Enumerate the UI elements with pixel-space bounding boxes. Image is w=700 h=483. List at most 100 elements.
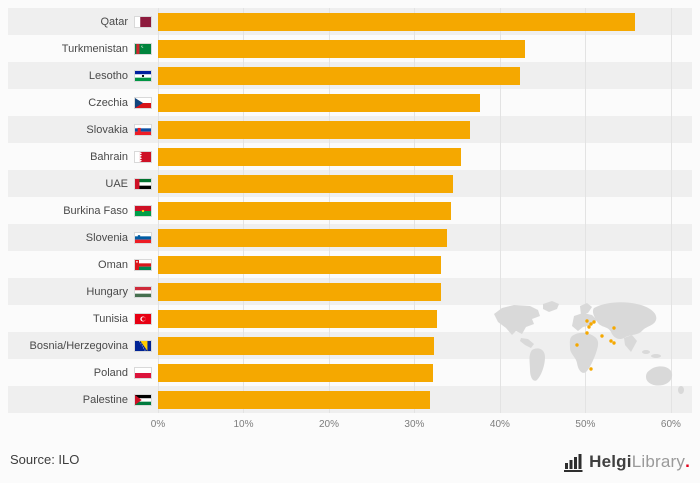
bar[interactable] bbox=[158, 228, 447, 247]
country-label: UAE bbox=[105, 177, 128, 190]
chart-row: Tunisia bbox=[8, 305, 692, 332]
bar-track bbox=[158, 89, 692, 116]
bar-track bbox=[158, 386, 692, 413]
bar-track bbox=[158, 8, 692, 35]
hungary-flag-icon bbox=[134, 285, 152, 298]
x-tick-label: 30% bbox=[404, 419, 425, 430]
x-tick-label: 50% bbox=[575, 419, 596, 430]
category-label-cell: Oman bbox=[8, 258, 158, 271]
lesotho-flag-icon bbox=[134, 69, 152, 82]
bar[interactable] bbox=[158, 390, 431, 409]
bar-track bbox=[158, 251, 692, 278]
slovakia-flag-icon bbox=[134, 123, 152, 136]
oman-flag-icon bbox=[134, 258, 152, 271]
bar[interactable] bbox=[158, 12, 636, 31]
category-label-cell: Tunisia bbox=[8, 312, 158, 325]
chart-row: Slovenia bbox=[8, 224, 692, 251]
bar[interactable] bbox=[158, 282, 441, 301]
category-label-cell: Bahrain bbox=[8, 150, 158, 163]
palestine-flag-icon bbox=[134, 393, 152, 406]
country-label: Slovakia bbox=[86, 123, 128, 136]
czechia-flag-icon bbox=[134, 96, 152, 109]
category-label-cell: Turkmenistan bbox=[8, 42, 158, 55]
chart-row: Czechia bbox=[8, 89, 692, 116]
bar-track bbox=[158, 224, 692, 251]
category-label-cell: Bosnia/Herzegovina bbox=[8, 339, 158, 352]
brand-name-light: Library bbox=[631, 452, 686, 471]
brand-name-bold: Helgi bbox=[589, 452, 632, 471]
brand-logo[interactable]: HelgiLibrary. bbox=[564, 452, 690, 472]
country-label: Lesotho bbox=[88, 69, 128, 82]
bar-track bbox=[158, 359, 692, 386]
bar[interactable] bbox=[158, 255, 442, 274]
chart-row: Slovakia bbox=[8, 116, 692, 143]
slovenia-flag-icon bbox=[134, 231, 152, 244]
bar[interactable] bbox=[158, 147, 462, 166]
country-label: Turkmenistan bbox=[61, 42, 128, 55]
category-label-cell: UAE bbox=[8, 177, 158, 190]
bar[interactable] bbox=[158, 39, 525, 58]
bar-track bbox=[158, 143, 692, 170]
x-tick-label: 20% bbox=[318, 419, 339, 430]
category-label-cell: Hungary bbox=[8, 285, 158, 298]
source-label: Source: ILO bbox=[10, 452, 80, 467]
brand-dot: . bbox=[685, 452, 690, 471]
x-axis: 0% 10% 20% 30% 40% 50% 60% bbox=[151, 416, 688, 436]
country-label: Slovenia bbox=[85, 231, 128, 244]
brand-name: HelgiLibrary. bbox=[589, 452, 690, 472]
country-label: Oman bbox=[98, 258, 128, 271]
category-label-cell: Poland bbox=[8, 366, 158, 379]
chart-row: Poland bbox=[8, 359, 692, 386]
bar-track bbox=[158, 35, 692, 62]
chart-row: Lesotho bbox=[8, 62, 692, 89]
bar[interactable] bbox=[158, 309, 438, 328]
category-label-cell: Qatar bbox=[8, 15, 158, 28]
country-label: Czechia bbox=[88, 96, 128, 109]
x-tick-label: 10% bbox=[233, 419, 254, 430]
bar[interactable] bbox=[158, 363, 433, 382]
category-label-cell: Burkina Faso bbox=[8, 204, 158, 217]
bar-track bbox=[158, 116, 692, 143]
bar[interactable] bbox=[158, 93, 481, 112]
bar[interactable] bbox=[158, 120, 470, 139]
tunisia-flag-icon bbox=[134, 312, 152, 325]
bar[interactable] bbox=[158, 174, 454, 193]
turkmenistan-flag-icon bbox=[134, 42, 152, 55]
bar[interactable] bbox=[158, 336, 435, 355]
bar-track bbox=[158, 170, 692, 197]
bosnia-herzegovina-flag-icon bbox=[134, 339, 152, 352]
bar-track bbox=[158, 278, 692, 305]
country-label: Poland bbox=[93, 366, 128, 379]
bar-track bbox=[158, 332, 692, 359]
chart-row: Oman bbox=[8, 251, 692, 278]
bahrain-flag-icon bbox=[134, 150, 152, 163]
chart-row: Bosnia/Herzegovina bbox=[8, 332, 692, 359]
x-tick-label: 40% bbox=[489, 419, 510, 430]
chart-rows: Qatar Turkmenistan Lesotho Czechia Slovakia B… bbox=[8, 8, 692, 413]
chart-row: Burkina Faso bbox=[8, 197, 692, 224]
qatar-flag-icon bbox=[134, 15, 152, 28]
chart-row: Bahrain bbox=[8, 143, 692, 170]
chart-row: Palestine bbox=[8, 386, 692, 413]
burkina-faso-flag-icon bbox=[134, 204, 152, 217]
country-label: Palestine bbox=[82, 393, 128, 406]
category-label-cell: Palestine bbox=[8, 393, 158, 406]
category-label-cell: Lesotho bbox=[8, 69, 158, 82]
bar[interactable] bbox=[158, 66, 520, 85]
chart-row: Turkmenistan bbox=[8, 35, 692, 62]
country-label: Tunisia bbox=[92, 312, 128, 325]
bar-track bbox=[158, 305, 692, 332]
bar-track bbox=[158, 197, 692, 224]
country-label: Burkina Faso bbox=[63, 204, 128, 217]
bar[interactable] bbox=[158, 201, 451, 220]
bar-chart: Qatar Turkmenistan Lesotho Czechia Slovakia B… bbox=[8, 8, 692, 436]
country-label: Bahrain bbox=[90, 150, 128, 163]
chart-row: UAE bbox=[8, 170, 692, 197]
poland-flag-icon bbox=[134, 366, 152, 379]
category-label-cell: Czechia bbox=[8, 96, 158, 109]
chart-row: Qatar bbox=[8, 8, 692, 35]
category-label-cell: Slovakia bbox=[8, 123, 158, 136]
chart-row: Hungary bbox=[8, 278, 692, 305]
uae-flag-icon bbox=[134, 177, 152, 190]
x-tick-label: 0% bbox=[150, 419, 166, 430]
